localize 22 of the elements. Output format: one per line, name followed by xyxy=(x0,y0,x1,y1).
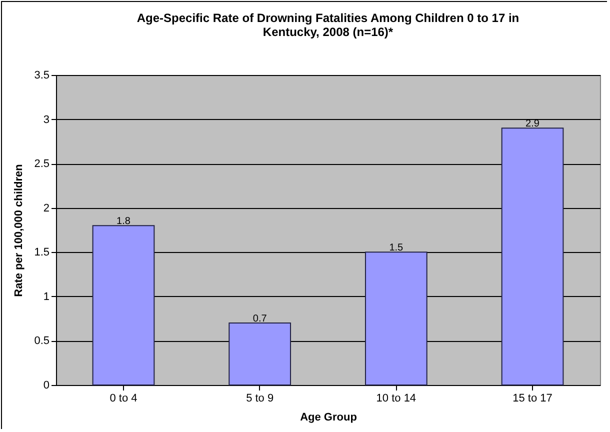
y-tick-label: 3 xyxy=(43,114,50,126)
y-tick-label: 1.5 xyxy=(34,246,50,259)
chart-title: Age-Specific Rate of Drowning Fatalities Among Children 0 to 17 in Kentucky, 2008 (n=16)* xyxy=(136,11,520,39)
bar xyxy=(228,322,292,386)
y-tick-label: 3.5 xyxy=(34,70,50,82)
y-tick-label: 0 xyxy=(43,380,50,392)
bar xyxy=(501,128,564,386)
x-tick-label: 0 to 4 xyxy=(110,392,138,404)
y-axis-title: Rate per 100,000 children xyxy=(13,164,26,297)
data-label: 1.5 xyxy=(389,242,404,254)
y-tick-label: 2 xyxy=(43,202,50,214)
x-tick-label: 15 to 17 xyxy=(512,392,552,404)
y-tick-label: 0.5 xyxy=(34,335,50,348)
x-tick-label: 10 to 14 xyxy=(376,392,416,404)
data-label: 1.8 xyxy=(116,216,131,228)
data-label: 0.7 xyxy=(252,314,268,324)
y-tick-label: 1 xyxy=(43,290,50,303)
x-tick-label: 5 to 9 xyxy=(246,392,274,404)
bar xyxy=(92,225,155,386)
y-tick-label: 2.5 xyxy=(34,158,50,170)
x-axis-title: Age Group xyxy=(300,412,358,424)
bar xyxy=(364,252,428,386)
